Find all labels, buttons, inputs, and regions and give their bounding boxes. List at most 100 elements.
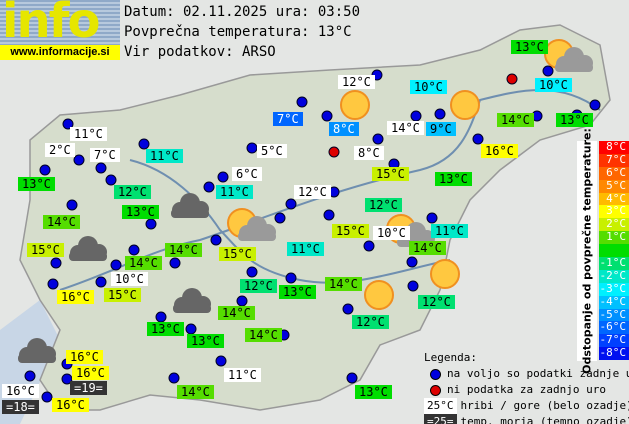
temperature-label: 9°C [426,122,456,136]
scale-step: 6°C [599,166,629,180]
temperature-label: 8°C [329,122,359,136]
sea-chip: =25= [424,414,457,424]
sun-icon [450,90,480,120]
average-temperature: Povprečna temperatura: 13°C [124,24,352,40]
temperature-label: 15°C [219,247,256,261]
station-dot-icon [472,133,484,145]
station-dot-icon [155,311,167,323]
temperature-label: 12°C [365,198,402,212]
temperature-label: 11°C [224,368,261,382]
temperature-label: 11°C [216,185,253,199]
temperature-label: 8°C [354,146,384,160]
legend-missing: ni podatka za zadnjo uro [447,383,606,396]
scale-step [599,244,629,258]
scale-step: 5°C [599,179,629,193]
temperature-label: 14°C [497,113,534,127]
sun-icon [430,259,460,289]
temperature-label: 12°C [338,75,375,89]
scale-step: 8°C [599,140,629,154]
legend: Legenda: na voljo so podatki zadnje ure … [424,350,629,424]
temperature-label: 5°C [257,144,287,158]
red-dot-icon [430,384,441,396]
station-dot-icon [296,96,308,108]
scale-step: 7°C [599,153,629,167]
hill-chip: 25°C [424,398,457,414]
station-dot-icon [285,198,297,210]
temperature-label: 15°C [372,167,409,181]
station-dot-icon [95,162,107,174]
temperature-label: 14°C [245,328,282,342]
station-dot-icon [185,323,197,335]
station-dot-icon [95,276,107,288]
station-dot-icon [41,391,53,403]
temperature-label: 13°C [511,40,548,54]
station-dot-icon [246,266,258,278]
temperature-label: 12°C [418,295,455,309]
logo-url[interactable]: www.informacije.si [0,45,120,60]
legend-title: Legenda: [424,351,477,364]
cloud-icon [238,216,276,241]
station-dot-icon [138,138,150,150]
temperature-label: 13°C [435,172,472,186]
temperature-label: 13°C [147,322,184,336]
temperature-label: 15°C [104,288,141,302]
temperature-label: 14°C [125,256,162,270]
temperature-label: =18= [2,400,39,414]
temperature-label: 13°C [556,113,593,127]
station-dot-icon [105,174,117,186]
station-dot-icon [407,280,419,292]
scale-step: 3°C [599,205,629,219]
cloud-icon [69,236,107,261]
station-dot-icon [210,234,222,246]
station-dot-icon [323,209,335,221]
temperature-label: 12°C [114,185,151,199]
station-dot-icon [110,259,122,271]
station-dot-icon [346,372,358,384]
date-line: Datum: 02.11.2025 ura: 03:50 [124,4,361,20]
scale-step: -4°C [599,295,629,309]
temperature-label: 13°C [187,334,224,348]
temperature-label: =19= [70,381,107,395]
station-dot-icon [410,110,422,122]
station-missing-dot-icon [328,146,340,158]
station-dot-icon [589,99,601,111]
logo-text: info [2,0,100,49]
cloud-icon [18,338,56,363]
temperature-label: 10°C [410,80,447,94]
station-dot-icon [363,240,375,252]
temperature-label: 16°C [2,384,39,398]
temperature-label: 6°C [232,167,262,181]
temperature-label: 12°C [352,315,389,329]
scale-step: -6°C [599,321,629,335]
station-dot-icon [434,108,446,120]
data-source: Vir podatkov: ARSO [124,44,276,60]
temperature-label: 10°C [111,272,148,286]
legend-sea: temp. morja (temno ozadje) [460,415,629,424]
temperature-label: 14°C [218,306,255,320]
scale-step: -7°C [599,333,629,348]
station-missing-dot-icon [506,73,518,85]
temperature-label: 14°C [325,277,362,291]
scale-step: -2°C [599,269,629,283]
logo[interactable]: info www.informacije.si [0,0,120,60]
temperature-label: 11°C [287,242,324,256]
scale-step: -1°C [599,256,629,270]
temperature-label: 13°C [122,205,159,219]
station-dot-icon [217,171,229,183]
station-dot-icon [321,110,333,122]
temperature-label: 14°C [43,215,80,229]
sun-icon [340,90,370,120]
temperature-label: 7°C [90,148,120,162]
temperature-label: 11°C [70,127,107,141]
temperature-label: 15°C [332,224,369,238]
station-dot-icon [24,370,36,382]
temperature-label: 14°C [177,385,214,399]
station-dot-icon [246,142,258,154]
cloud-icon [173,288,211,313]
temperature-label: 16°C [57,290,94,304]
cloud-icon [555,47,593,72]
station-dot-icon [128,244,140,256]
station-dot-icon [372,133,384,145]
